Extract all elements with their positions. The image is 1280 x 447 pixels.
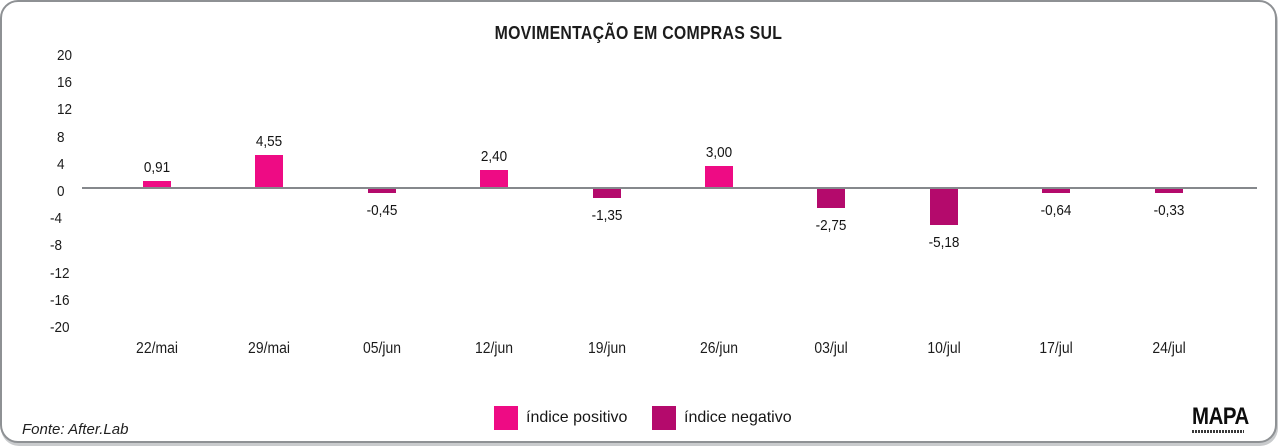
y-tick-label: 4 bbox=[57, 155, 65, 173]
bar-positive bbox=[480, 170, 509, 187]
legend-label-negative: índice negativo bbox=[684, 409, 792, 426]
bar-negative bbox=[817, 189, 846, 209]
bar-positive bbox=[705, 166, 733, 187]
y-tick-label: 0 bbox=[57, 183, 65, 200]
bar-negative bbox=[592, 189, 621, 199]
y-tick-label: 20 bbox=[57, 47, 73, 64]
bar-negative bbox=[367, 189, 396, 193]
y-tick-label: -12 bbox=[50, 264, 70, 282]
y-tick-label: 8 bbox=[57, 128, 65, 146]
mapa-logo-tagline bbox=[1192, 430, 1244, 433]
bar-value-label: -2,75 bbox=[815, 217, 847, 235]
x-tick-label: 03/jul bbox=[814, 340, 849, 357]
y-tick-label: -8 bbox=[50, 237, 63, 255]
y-tick-label: -20 bbox=[50, 319, 70, 336]
bar-value-label: -1,35 bbox=[591, 207, 622, 225]
legend-swatch-positive bbox=[494, 406, 518, 430]
x-tick-label: 10/jul bbox=[927, 340, 961, 357]
x-tick-label: 29/mai bbox=[248, 340, 291, 357]
chart-title-text: MOVIMENTAÇÃO EM COMPRAS SUL bbox=[494, 23, 783, 43]
y-tick-label: 12 bbox=[57, 101, 73, 119]
chart-title: MOVIMENTAÇÃO EM COMPRAS SUL bbox=[2, 23, 1275, 44]
x-axis: 22/mai 29/mai 05/jun 12/jun 19/jun 26/jun 03/j… bbox=[2, 2, 1275, 441]
x-tick-label: 22/mai bbox=[136, 340, 178, 357]
bar-negative bbox=[1042, 189, 1071, 194]
legend-swatch-negative bbox=[652, 406, 676, 430]
bar-value-label: 2,40 bbox=[481, 148, 508, 166]
bar-value-label: 0,91 bbox=[143, 158, 171, 176]
bar-negative bbox=[929, 189, 958, 226]
bar-value-label: 4,55 bbox=[256, 133, 283, 151]
x-tick-label: 12/jun bbox=[475, 340, 514, 357]
x-tick-label: 24/jul bbox=[1151, 340, 1186, 357]
y-tick-label: -16 bbox=[50, 291, 70, 309]
x-tick-label: 05/jun bbox=[362, 340, 401, 357]
source-credit: Fonte: After.Lab bbox=[22, 421, 129, 438]
bar-value-label: -0,45 bbox=[366, 201, 398, 219]
zero-axis-line bbox=[82, 187, 1257, 189]
y-tick-label: 16 bbox=[57, 74, 73, 92]
bar-negative bbox=[1154, 189, 1183, 193]
bar-value-label: -0,33 bbox=[1153, 201, 1184, 219]
x-tick-label: 19/jun bbox=[587, 340, 626, 357]
x-tick-label: 26/jun bbox=[699, 340, 739, 357]
bar-value-label: 3,00 bbox=[705, 144, 733, 161]
mapa-logo-text: MAPA bbox=[1192, 403, 1249, 430]
bar-positive bbox=[255, 155, 284, 187]
y-tick-label: -4 bbox=[50, 210, 63, 228]
bars-layer: 0,91 4,55 -0,45 2,40 -1,35 3,00 -2,75 -5,18 -0,6… bbox=[2, 2, 1275, 441]
mapa-logo: MAPA bbox=[1192, 405, 1252, 433]
bar-positive bbox=[143, 180, 171, 187]
bar-value-label: -0,64 bbox=[1040, 202, 1072, 220]
y-axis: 20 16 12 8 4 0 -4 -8 -12 -16 -20 bbox=[2, 2, 1275, 441]
bar-value-label: -5,18 bbox=[928, 234, 960, 252]
x-tick-label: 17/jul bbox=[1039, 340, 1073, 357]
legend-label-positive: índice positivo bbox=[526, 409, 628, 426]
